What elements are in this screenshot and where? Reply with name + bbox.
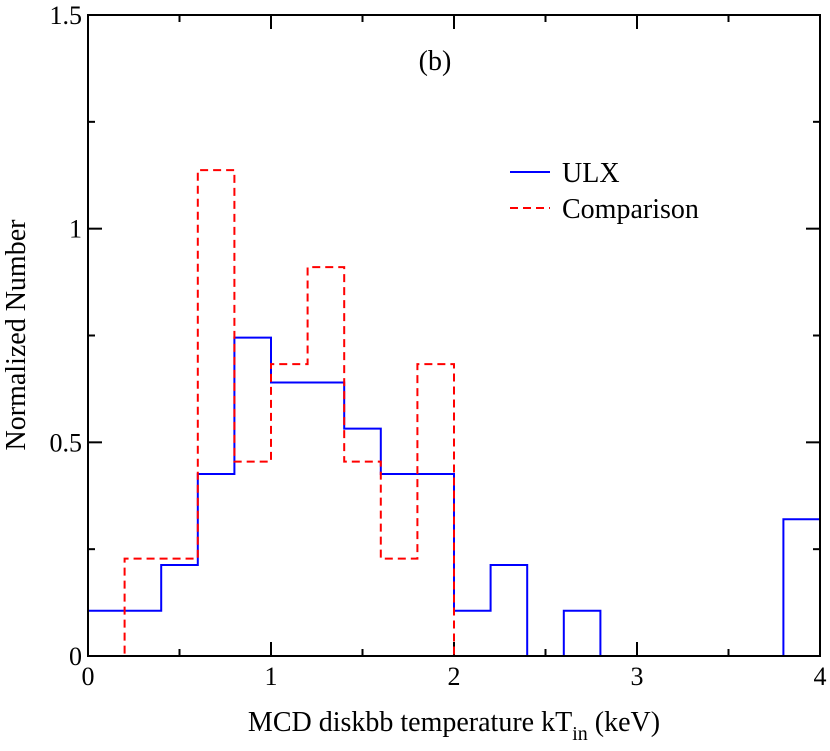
- legend: ULX Comparison: [510, 158, 699, 225]
- x-axis-label-main: MCD diskbb temperature kT: [248, 707, 572, 738]
- legend-label-comparison: Comparison: [562, 194, 699, 225]
- plot-frame: [87, 14, 821, 657]
- y-tick-label: 1.5: [50, 1, 83, 30]
- x-tick-label: 0: [82, 662, 95, 691]
- tick-layer: 0 1 2 3 4 0 0.5 1 1.5: [50, 1, 827, 691]
- x-axis-label-subscript: in: [572, 723, 588, 745]
- x-axis-label-unit: (keV): [588, 707, 660, 738]
- y-tick-label: 0.5: [50, 428, 83, 457]
- panel-label: (b): [419, 46, 452, 77]
- x-tick-label: 3: [631, 662, 644, 691]
- x-tick-label: 2: [448, 662, 461, 691]
- x-tick-label: 1: [265, 662, 278, 691]
- y-tick-label: 0: [69, 642, 82, 671]
- y-axis-label: Normalized Number: [1, 219, 32, 451]
- y-tick-label: 1: [69, 215, 82, 244]
- x-axis-label: MCD diskbb temperature kTin (keV): [248, 707, 660, 745]
- x-tick-label: 4: [814, 662, 827, 691]
- legend-label-ulx: ULX: [562, 158, 620, 189]
